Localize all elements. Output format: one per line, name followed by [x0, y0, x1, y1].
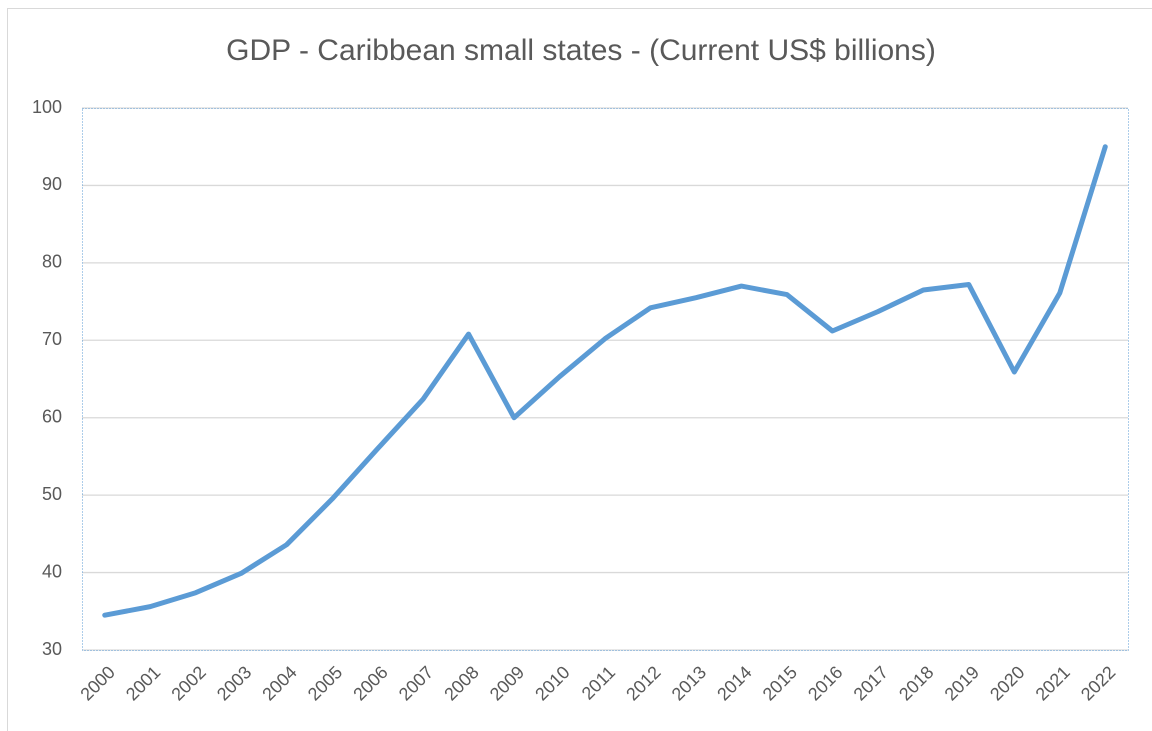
x-tick-label: 2022 [1077, 662, 1119, 704]
plot-area-border [82, 108, 1129, 651]
x-tick-label: 2013 [668, 662, 710, 704]
data-line [102, 144, 1108, 618]
x-tick-label: 2016 [804, 662, 846, 704]
x-tick-label: 2007 [395, 662, 437, 704]
x-tick-label: 2003 [213, 662, 255, 704]
x-tick-label: 2014 [713, 662, 755, 704]
x-tick-label: 2020 [986, 662, 1028, 704]
x-tick-label: 2008 [440, 662, 482, 704]
x-tick-label: 2009 [486, 662, 528, 704]
x-tick-label: 2005 [304, 662, 346, 704]
y-tick-label: 70 [42, 329, 62, 349]
x-tick-label: 2001 [122, 662, 164, 704]
x-tick-label: 2019 [941, 662, 983, 704]
x-tick-label: 2012 [622, 662, 664, 704]
y-tick-label: 30 [42, 639, 62, 659]
x-tick-label: 2015 [759, 662, 801, 704]
x-tick-label: 2002 [167, 662, 209, 704]
y-tick-label: 100 [32, 97, 62, 117]
y-tick-label: 90 [42, 174, 62, 194]
x-tick-label: 2010 [531, 662, 573, 704]
chart-frame [7, 8, 1152, 731]
x-tick-label: 2011 [578, 662, 620, 704]
y-tick-label: 60 [42, 406, 62, 426]
y-tick-label: 40 [42, 561, 62, 581]
x-tick-label: 2017 [850, 662, 892, 704]
y-tick-label: 50 [42, 484, 62, 504]
x-tick-label: 2004 [258, 662, 300, 704]
x-tick-label: 2006 [349, 662, 391, 704]
x-tick-label: 2000 [76, 662, 118, 704]
y-tick-label: 80 [42, 252, 62, 272]
x-tick-label: 2018 [895, 662, 937, 704]
chart-title: GDP - Caribbean small states - (Current … [226, 34, 936, 67]
x-tick-label: 2021 [1032, 662, 1074, 704]
